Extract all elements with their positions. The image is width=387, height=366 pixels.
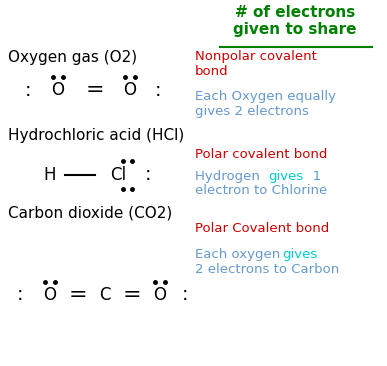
Text: H: H <box>44 166 56 184</box>
Text: Cl: Cl <box>110 166 126 184</box>
Text: =: = <box>86 80 104 100</box>
Text: :: : <box>155 81 161 100</box>
Text: :: : <box>145 165 151 184</box>
Text: O: O <box>123 81 137 99</box>
Text: Carbon dioxide (CO2): Carbon dioxide (CO2) <box>8 205 172 220</box>
Text: =: = <box>123 285 141 305</box>
Text: :: : <box>25 81 31 100</box>
Text: =: = <box>68 285 87 305</box>
Text: Each Oxygen equally
gives 2 electrons: Each Oxygen equally gives 2 electrons <box>195 90 336 118</box>
Text: Nonpolar covalent
bond: Nonpolar covalent bond <box>195 50 317 78</box>
Text: :: : <box>182 285 188 305</box>
Text: Each oxygen: Each oxygen <box>195 248 289 261</box>
Text: electron to Chlorine: electron to Chlorine <box>195 184 327 197</box>
Text: Polar Covalent bond: Polar Covalent bond <box>195 222 329 235</box>
Text: 2 electrons to Carbon: 2 electrons to Carbon <box>195 263 339 276</box>
Text: gives: gives <box>282 248 317 261</box>
Text: O: O <box>154 286 166 304</box>
Text: :: : <box>17 285 23 305</box>
Text: Oxygen gas (O2): Oxygen gas (O2) <box>8 50 137 65</box>
Text: O: O <box>51 81 65 99</box>
Text: # of electrons
given to share: # of electrons given to share <box>233 5 357 37</box>
Text: Hydrochloric acid (HCl): Hydrochloric acid (HCl) <box>8 128 184 143</box>
Text: Polar covalent bond: Polar covalent bond <box>195 148 327 161</box>
Text: O: O <box>43 286 57 304</box>
Text: 1: 1 <box>300 170 321 183</box>
Text: Hydrogen: Hydrogen <box>195 170 268 183</box>
Text: C: C <box>99 286 111 304</box>
Text: gives: gives <box>268 170 303 183</box>
